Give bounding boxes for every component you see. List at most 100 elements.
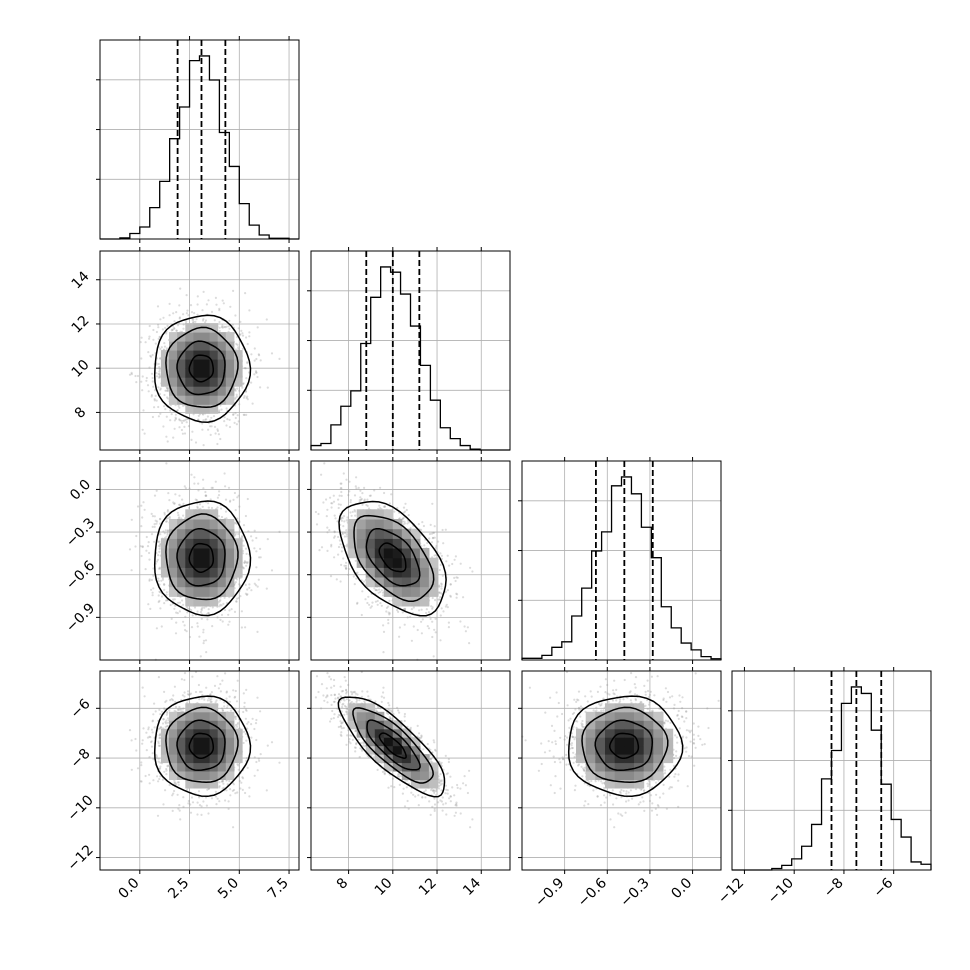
- scatter-point: [250, 589, 253, 592]
- density-cell: [201, 596, 211, 607]
- scatter-point: [259, 359, 262, 362]
- scatter-point: [453, 576, 456, 580]
- scatter-point: [228, 425, 232, 429]
- scatter-point: [426, 541, 429, 545]
- scatter-point: [253, 347, 256, 350]
- scatter-point: [183, 419, 186, 422]
- scatter-point: [266, 538, 269, 541]
- scatter-point: [375, 589, 378, 592]
- scatter-point: [148, 756, 151, 759]
- scatter-point: [431, 607, 434, 610]
- scatter-point: [366, 504, 369, 507]
- scatter-point: [209, 433, 212, 436]
- scatter-point: [205, 651, 208, 654]
- scatter-point: [146, 545, 150, 548]
- scatter-point: [374, 600, 377, 603]
- scatter-point: [196, 303, 199, 306]
- scatter-point: [196, 313, 199, 316]
- scatter-point: [144, 341, 147, 344]
- scatter-point: [232, 498, 235, 501]
- scatter-point: [356, 601, 359, 605]
- scatter-point: [152, 587, 155, 590]
- scatter-point: [183, 432, 187, 435]
- scatter-point: [455, 576, 458, 579]
- scatter-point: [368, 494, 371, 497]
- scatter-point: [248, 583, 251, 586]
- scatter-point: [184, 418, 187, 421]
- scatter-point: [194, 320, 197, 323]
- scatter-point: [349, 499, 352, 502]
- scatter-point: [153, 494, 157, 497]
- scatter-point: [220, 613, 224, 617]
- scatter-point: [234, 416, 237, 420]
- scatter-point: [385, 610, 388, 613]
- scatter-point: [201, 505, 204, 508]
- scatter-point: [181, 432, 184, 435]
- scatter-point: [448, 564, 451, 567]
- scatter-point: [326, 531, 329, 534]
- scatter-point: [165, 332, 168, 335]
- scatter-point: [143, 508, 146, 511]
- scatter-point: [367, 507, 371, 510]
- scatter-point: [219, 618, 222, 622]
- scatter-point: [250, 535, 253, 538]
- scatter-point: [388, 502, 391, 505]
- scatter-point: [358, 499, 361, 502]
- scatter-point: [154, 342, 157, 345]
- scatter-point: [159, 374, 162, 377]
- scatter-point: [188, 487, 191, 490]
- scatter-point: [155, 372, 158, 375]
- scatter-point: [234, 397, 237, 400]
- scatter-point: [405, 508, 408, 512]
- scatter-point: [446, 554, 449, 557]
- scatter-point: [217, 411, 221, 414]
- scatter-point: [146, 384, 150, 387]
- scatter-point: [246, 362, 249, 365]
- scatter-point: [165, 591, 168, 594]
- scatter-point: [329, 575, 333, 578]
- scatter-point: [352, 575, 355, 578]
- scatter-point: [156, 305, 160, 308]
- scatter-point: [163, 393, 166, 397]
- scatter-point: [174, 416, 177, 419]
- density-cell: [169, 586, 178, 597]
- scatter-point: [224, 498, 228, 501]
- scatter-point: [326, 549, 329, 553]
- scatter-point: [218, 490, 221, 493]
- scatter-point: [241, 386, 244, 389]
- scatter-point: [242, 544, 245, 547]
- scatter-point: [360, 613, 363, 617]
- density-cell: [401, 567, 412, 578]
- scatter-point: [253, 529, 256, 532]
- scatter-point: [238, 403, 241, 406]
- scatter-point: [363, 498, 366, 501]
- scatter-point: [207, 299, 210, 302]
- scatter-point: [367, 595, 370, 598]
- scatter-point: [218, 309, 221, 312]
- scatter-point: [171, 328, 174, 331]
- scatter-point: [158, 370, 161, 373]
- scatter-point: [165, 347, 168, 350]
- scatter-point: [353, 583, 356, 586]
- scatter-point: [153, 389, 157, 392]
- scatter-point: [178, 418, 181, 421]
- scatter-point: [255, 371, 258, 374]
- scatter-point: [403, 608, 406, 611]
- scatter-point: [173, 419, 176, 422]
- scatter-point: [242, 396, 246, 399]
- scatter-point: [177, 514, 180, 517]
- scatter-point: [145, 376, 148, 380]
- scatter-point: [182, 620, 185, 623]
- scatter-point: [239, 595, 242, 598]
- scatter-point: [345, 561, 348, 564]
- scatter-point: [149, 607, 152, 611]
- scatter-point: [239, 320, 242, 323]
- scatter-point: [323, 462, 326, 465]
- scatter-point: [141, 516, 144, 519]
- scatter-point: [317, 512, 320, 516]
- scatter-point: [181, 498, 184, 501]
- scatter-point: [203, 606, 206, 609]
- scatter-point: [170, 617, 173, 621]
- scatter-point: [379, 602, 382, 605]
